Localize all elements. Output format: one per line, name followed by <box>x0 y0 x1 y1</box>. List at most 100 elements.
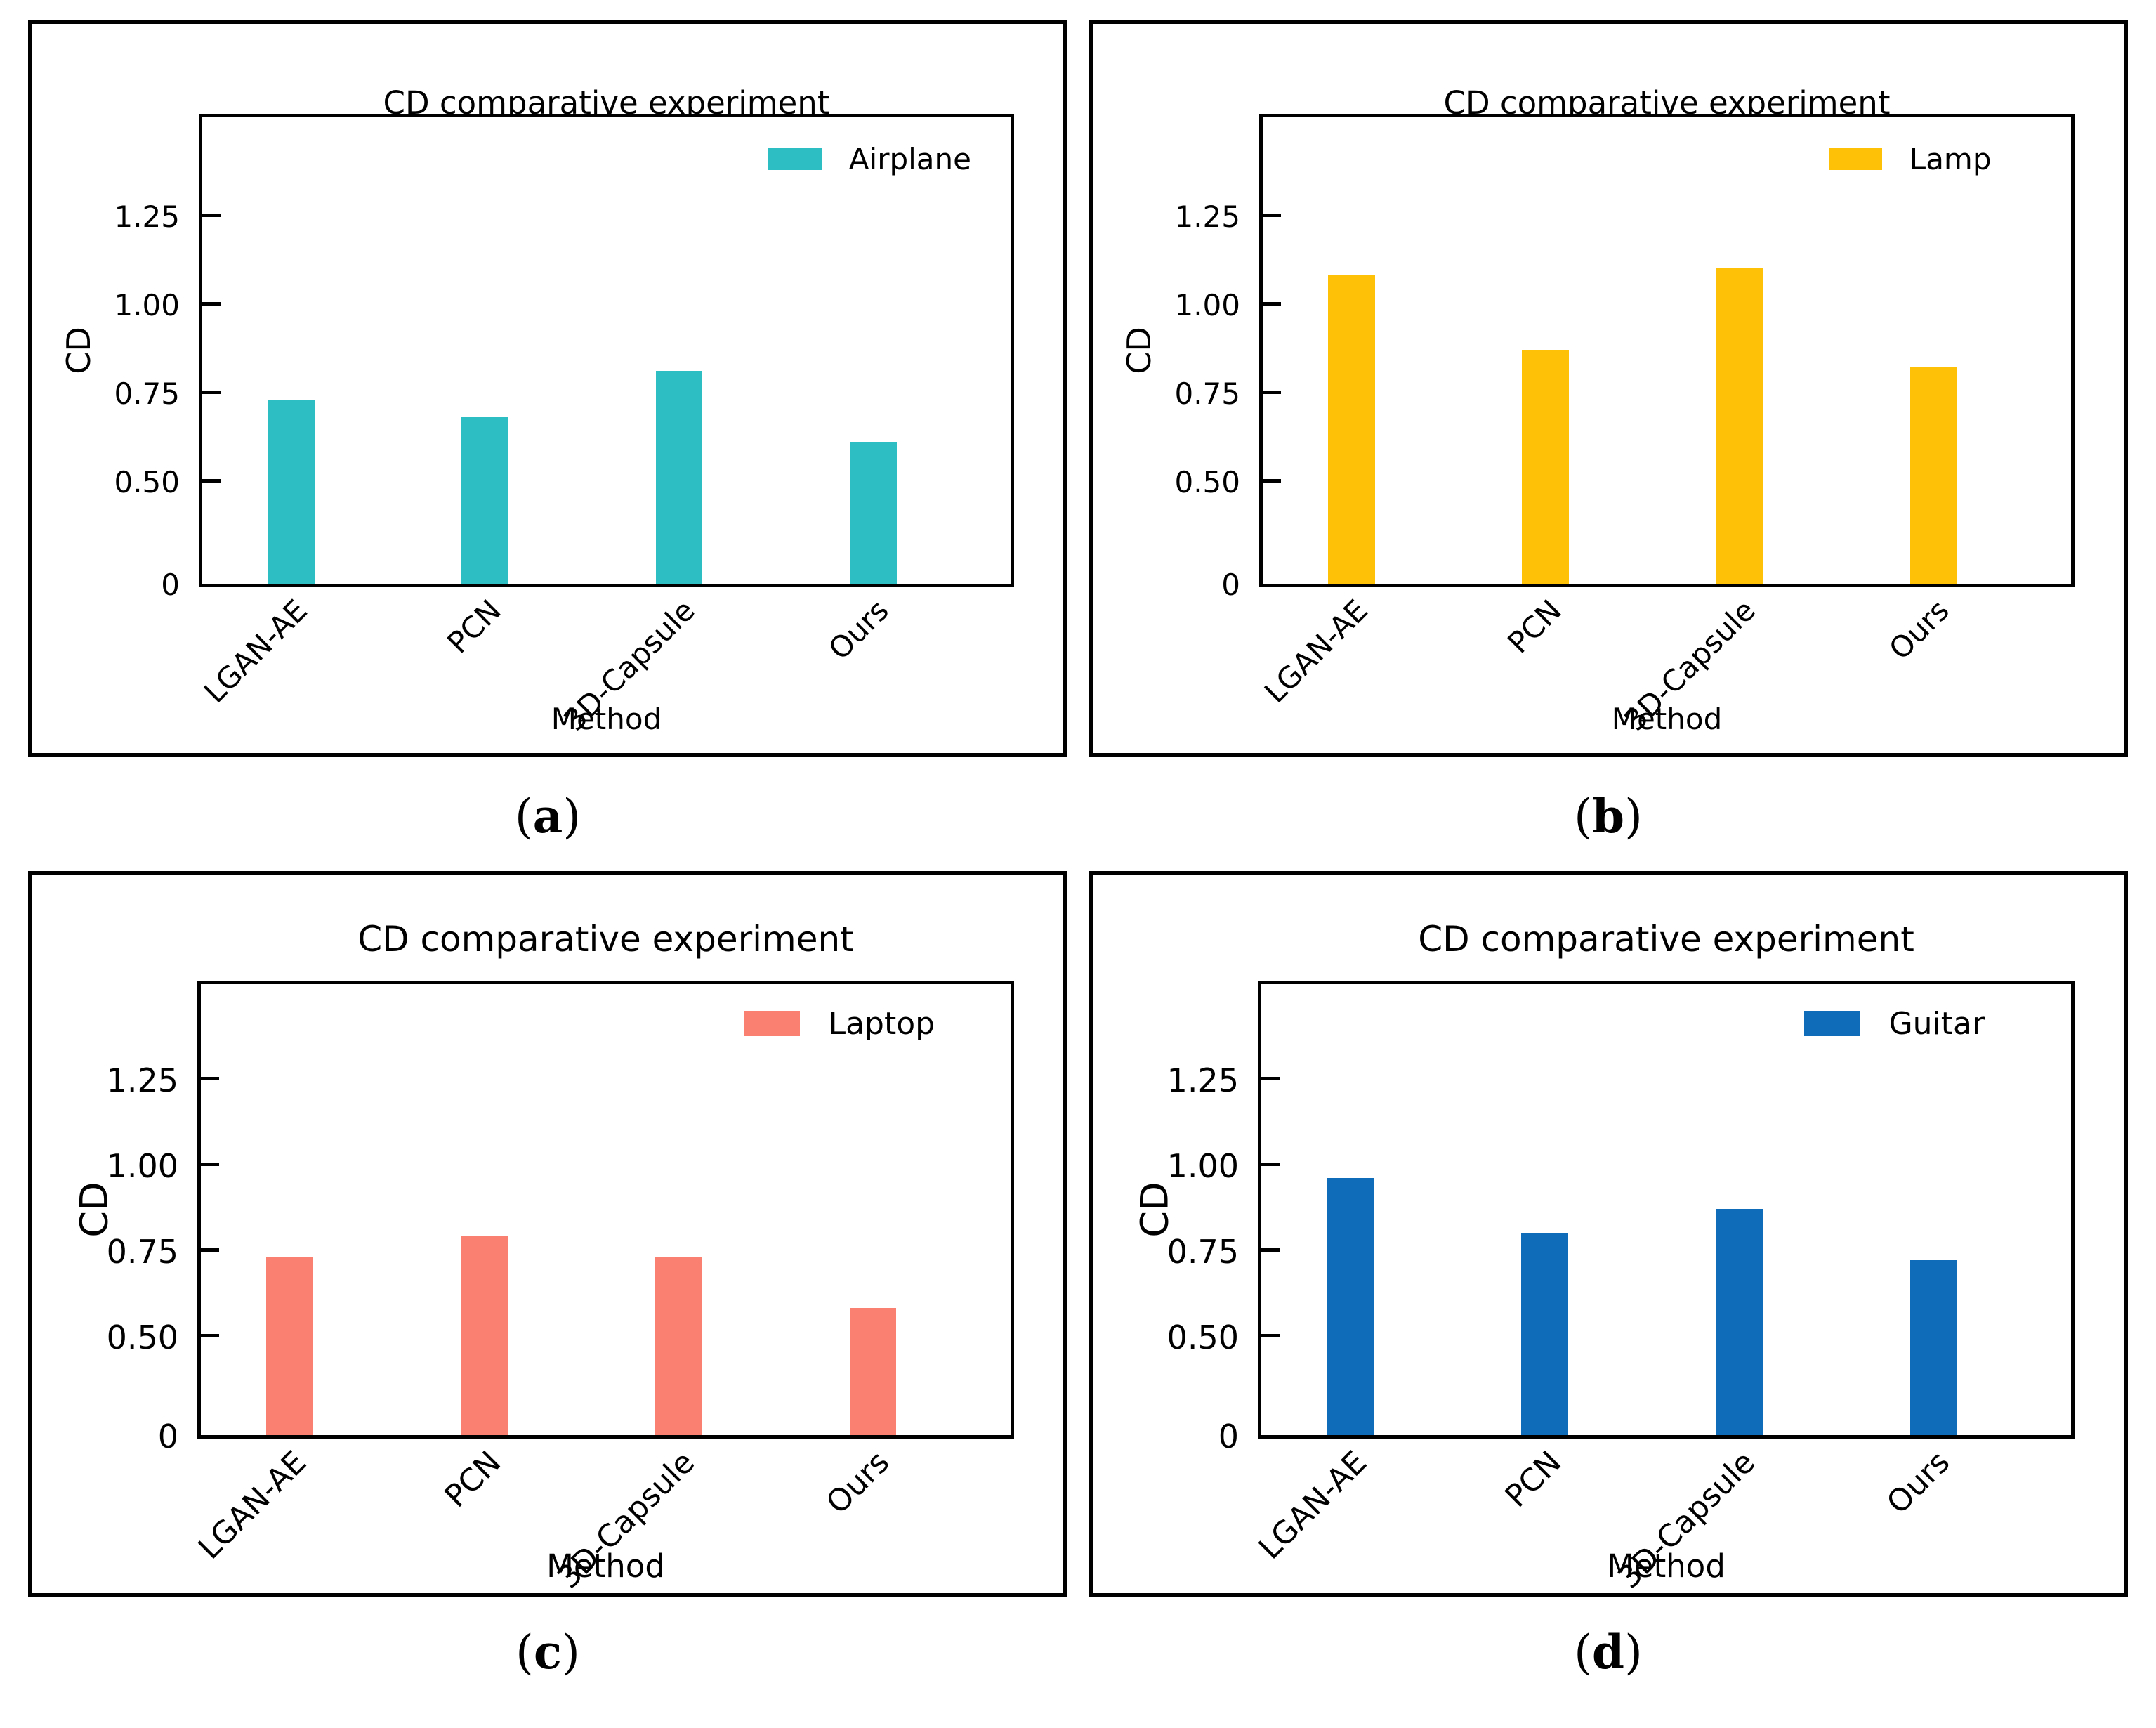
y-tick-label: 0.50 <box>1166 1318 1239 1356</box>
y-tick-label: 0.75 <box>106 1232 178 1271</box>
caption-c-letter: c <box>533 1624 563 1680</box>
bar-lgan-ae <box>1327 1177 1374 1435</box>
y-tick-label: 1.25 <box>1174 199 1240 234</box>
legend-swatch <box>743 1011 801 1037</box>
chart-title: CD comparative experiment <box>1418 918 1914 960</box>
caption-a: (a) <box>28 791 1067 843</box>
caption-b-letter: b <box>1591 789 1625 844</box>
bar-ours <box>849 1308 897 1435</box>
y-tick-mark <box>1261 1162 1280 1166</box>
caption-b-close-paren: ) <box>1624 790 1643 844</box>
y-tick-mark <box>1263 213 1281 217</box>
caption-c: (c) <box>28 1624 1067 1680</box>
y-tick-mark <box>1261 1076 1280 1080</box>
y-tick-mark <box>1263 302 1281 306</box>
panel-row-1: CD comparative experiment 0 0.50 0.75 1.00 1.… <box>28 20 2156 757</box>
y-tick-mark <box>202 213 221 217</box>
x-axis-label: Method <box>1611 702 1723 736</box>
y-axis-label: CD <box>60 327 98 374</box>
y-tick-label: 1.00 <box>106 1146 178 1185</box>
bar-lgan-ae <box>1328 275 1375 584</box>
y-tick-label: 0.75 <box>1166 1232 1239 1271</box>
y-tick-mark <box>201 1076 219 1080</box>
panel-d-guitar: CD comparative experiment 0 0.50 0.75 1.00 1.… <box>1089 870 2128 1597</box>
bar-3d-capsule <box>655 1257 702 1435</box>
y-tick-label: 0.75 <box>1174 376 1240 411</box>
y-tick-label: 0.50 <box>114 465 180 500</box>
y-tick-label: 1.25 <box>1166 1061 1239 1099</box>
y-tick-mark <box>202 302 221 306</box>
legend-swatch <box>1803 1011 1861 1037</box>
caption-a-open-paren: ( <box>514 790 533 844</box>
y-tick-label: 1.25 <box>106 1061 178 1099</box>
caption-a-letter: a <box>532 789 563 844</box>
caption-c-open-paren: ( <box>515 1625 534 1680</box>
caption-d-close-paren: ) <box>1624 1625 1643 1680</box>
legend-swatch <box>768 148 822 171</box>
plot-area: 0 0.50 0.75 1.00 1.25 Laptop CD LGAN-AE PCN 3D-Ca… <box>72 980 1014 1595</box>
panel-c-laptop: CD comparative experiment 0 0.50 0.75 1.00 1.… <box>28 870 1067 1597</box>
chart-c: CD comparative experiment 0 0.50 0.75 1.00 1.… <box>32 875 1063 1595</box>
bar-3d-capsule <box>1716 268 1763 584</box>
bar-lgan-ae <box>268 399 315 584</box>
chart-a: CD comparative experiment 0 0.50 0.75 1.00 1.… <box>32 24 1063 753</box>
bar-pcn <box>1521 1232 1568 1435</box>
y-tick-mark <box>1261 1248 1280 1252</box>
bar-pcn <box>461 1236 508 1435</box>
y-tick-mark <box>202 479 221 483</box>
panel-a-airplane: CD comparative experiment 0 0.50 0.75 1.00 1.… <box>28 20 1067 757</box>
y-tick-mark <box>202 391 221 395</box>
y-tick-label-zero: 0 <box>161 568 180 603</box>
bar-3d-capsule <box>655 371 703 584</box>
caption-d: (d) <box>1089 1624 2128 1680</box>
panel-row-2: CD comparative experiment 0 0.50 0.75 1.00 1.… <box>28 870 2156 1597</box>
legend-swatch <box>1828 148 1882 171</box>
plot-area: 0 0.50 0.75 1.00 1.25 Lamp CD LGAN-AE PCN 3D-Caps… <box>1120 114 2075 738</box>
bar-ours <box>1909 367 1957 584</box>
bar-pcn <box>461 417 509 584</box>
plot-area: 0 0.50 0.75 1.00 1.25 Guitar CD LGAN-AE PCN 3D-Ca… <box>1133 980 2075 1595</box>
chart-d: CD comparative experiment 0 0.50 0.75 1.00 1.… <box>1093 875 2124 1595</box>
caption-d-letter: d <box>1591 1624 1625 1680</box>
y-tick-mark <box>201 1248 219 1252</box>
y-tick-label: 1.00 <box>114 287 180 322</box>
y-axis-label: CD <box>72 1181 117 1238</box>
y-tick-label-zero: 0 <box>1218 1417 1239 1455</box>
y-tick-mark <box>201 1162 219 1166</box>
caption-b: (b) <box>1089 791 2128 843</box>
bar-lgan-ae <box>266 1257 314 1435</box>
y-tick-label-zero: 0 <box>157 1417 178 1455</box>
x-axis-label: Method <box>546 1547 665 1585</box>
caption-d-open-paren: ( <box>1574 1625 1592 1680</box>
y-tick-mark <box>201 1333 219 1337</box>
chart-b: CD comparative experiment 0 0.50 0.75 1.00 1.… <box>1093 24 2124 753</box>
bar-3d-capsule <box>1715 1208 1763 1435</box>
panel-b-lamp: CD comparative experiment 0 0.50 0.75 1.00 1.… <box>1089 20 2128 757</box>
caption-c-close-paren: ) <box>562 1625 580 1680</box>
chart-title: CD comparative experiment <box>357 918 854 960</box>
bar-pcn <box>1522 350 1570 584</box>
y-tick-mark <box>1263 479 1281 483</box>
legend-label: Guitar <box>1888 1005 1985 1042</box>
legend-label: Lamp <box>1909 141 1992 176</box>
caption-b-open-paren: ( <box>1574 790 1592 844</box>
y-tick-label: 0.50 <box>1174 465 1240 500</box>
y-tick-label: 0.75 <box>114 376 180 411</box>
y-tick-label: 0.50 <box>106 1318 178 1356</box>
y-tick-label: 1.00 <box>1166 1146 1239 1185</box>
x-axis-label: Method <box>551 702 662 736</box>
bar-ours <box>849 442 897 584</box>
legend-label: Airplane <box>848 141 971 176</box>
caption-row-1: (a) (b) <box>28 757 2156 871</box>
x-axis-label: Method <box>1607 1547 1726 1585</box>
legend-label: Laptop <box>828 1005 935 1042</box>
y-tick-label: 1.25 <box>114 199 180 234</box>
y-axis-label: CD <box>1120 327 1158 374</box>
caption-row-2: (c) (d) <box>28 1597 2156 1679</box>
y-axis-label: CD <box>1132 1181 1177 1238</box>
y-tick-mark <box>1261 1333 1280 1337</box>
plot-area: 0 0.50 0.75 1.00 1.25 Airplane CD LGAN-AE PCN 3D-… <box>60 114 1014 738</box>
y-tick-mark <box>1263 391 1281 395</box>
caption-a-close-paren: ) <box>563 790 581 844</box>
